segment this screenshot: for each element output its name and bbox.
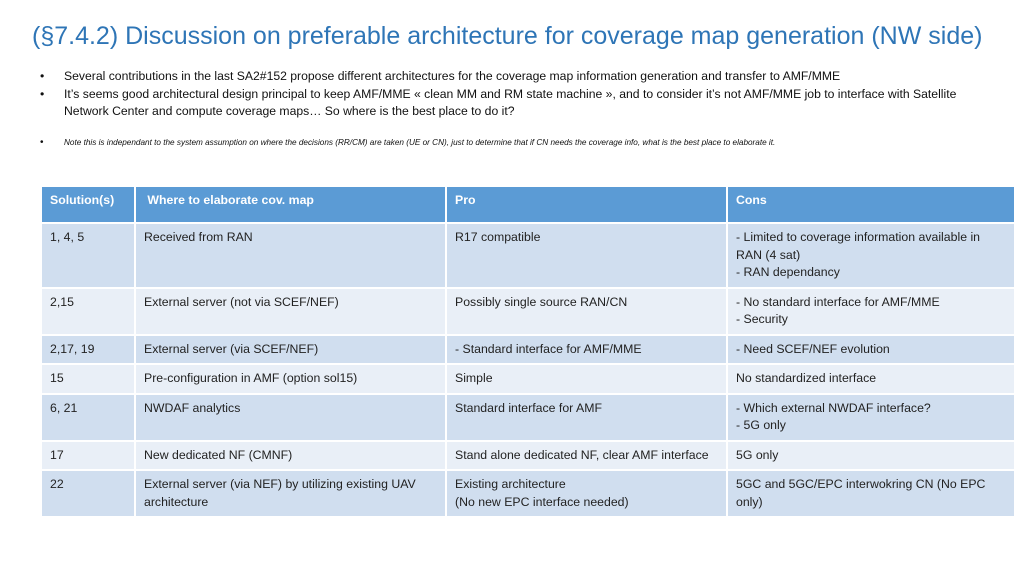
table-row: 6, 21 NWDAF analytics Standard interface f… [40, 392, 1016, 442]
cell-cons: - Need SCEF/NEF evolution [726, 333, 1016, 365]
bullet-item: • Several contributions in the last SA2#… [40, 68, 990, 86]
cell-where: External server (via NEF) by utilizing e… [134, 469, 447, 518]
cell-cons: 5GC and 5GC/EPC interwokring CN (No EPC … [726, 469, 1016, 518]
cell-where: Received from RAN [134, 222, 447, 289]
cell-where: NWDAF analytics [134, 392, 447, 442]
cell-where: External server (not via SCEF/NEF) [134, 286, 447, 336]
cell-pro: R17 compatible [445, 222, 728, 289]
cell-solutions: 2,15 [40, 286, 136, 336]
cell-solutions: 15 [40, 363, 136, 395]
bullet-text: Several contributions in the last SA2#15… [64, 69, 841, 83]
note-text: Note this is independant to the system a… [64, 137, 776, 147]
bullet-dot: • [40, 86, 45, 101]
slide-title: (§7.4.2) Discussion on preferable archit… [32, 22, 983, 50]
cell-cons: - No standard interface for AMF/MME - Sec… [726, 286, 1016, 336]
cell-solutions: 2,17, 19 [40, 333, 136, 365]
cons-line: - Need SCEF/NEF evolution [736, 341, 890, 356]
table-row: 15 Pre-configuration in AMF (option sol15… [40, 363, 1016, 395]
cell-cons: - Limited to coverage information availa… [726, 222, 1016, 289]
cell-pro: - Standard interface for AMF/MME [445, 333, 728, 365]
cell-pro: Stand alone dedicated NF, clear AMF inte… [445, 439, 728, 471]
cell-pro: Simple [445, 363, 728, 395]
bullet-dot: • [40, 69, 45, 83]
cell-where: External server (via SCEF/NEF) [134, 333, 447, 365]
table-header-row: Solution(s) Where to elaborate cov. map … [40, 185, 1016, 224]
cons-line: - 5G only [736, 418, 786, 432]
cons-line: 5G only [736, 447, 779, 462]
cell-cons: No standardized interface [726, 363, 1016, 395]
header-solutions: Solution(s) [40, 185, 136, 224]
note-item: • Note this is independant to the system… [40, 137, 990, 149]
bullet-list: • Several contributions in the last SA2#… [40, 68, 990, 149]
cell-cons: 5G only [726, 439, 1016, 471]
cell-solutions: 1, 4, 5 [40, 222, 136, 289]
header-where: Where to elaborate cov. map [134, 185, 447, 224]
table-row: 17 New dedicated NF (CMNF) Stand alone ded… [40, 439, 1016, 471]
cons-line: No standardized interface [736, 371, 877, 385]
cons-line: - Limited to coverage information availa… [736, 230, 981, 262]
bullet-item: • It’s seems good architectural design p… [40, 86, 990, 121]
header-cons: Cons [726, 185, 1016, 224]
cons-line: - Security [736, 312, 788, 326]
cons-line: - RAN dependancy [736, 265, 840, 279]
cell-where: New dedicated NF (CMNF) [134, 439, 447, 471]
cons-line: - No standard interface for AMF/MME [736, 294, 940, 309]
bullet-text: It’s seems good architectural design pri… [64, 86, 957, 119]
bullet-dot: • [40, 136, 44, 148]
cell-solutions: 17 [40, 439, 136, 471]
cons-line: - Which external NWDAF interface? [736, 400, 931, 415]
table-row: 22 External server (via NEF) by utilizing… [40, 469, 1016, 518]
cell-pro: Standard interface for AMF [445, 392, 728, 442]
cell-pro: Possibly single source RAN/CN [445, 286, 728, 336]
header-pro: Pro [445, 185, 728, 224]
cons-line: 5GC and 5GC/EPC interwokring CN (No EPC … [736, 477, 986, 509]
cell-solutions: 6, 21 [40, 392, 136, 442]
cell-where: Pre-configuration in AMF (option sol15) [134, 363, 447, 395]
cell-solutions: 22 [40, 469, 136, 518]
table-row: 2,17, 19 External server (via SCEF/NEF) - … [40, 333, 1016, 365]
cell-pro: Existing architecture (No new EPC interf… [445, 469, 728, 518]
table-row: 1, 4, 5 Received from RAN R17 compatible - … [40, 222, 1016, 289]
cell-cons: - Which external NWDAF interface? - 5G on… [726, 392, 1016, 442]
table-row: 2,15 External server (not via SCEF/NEF) Po… [40, 286, 1016, 336]
solutions-table: Solution(s) Where to elaborate cov. map … [40, 185, 1016, 518]
